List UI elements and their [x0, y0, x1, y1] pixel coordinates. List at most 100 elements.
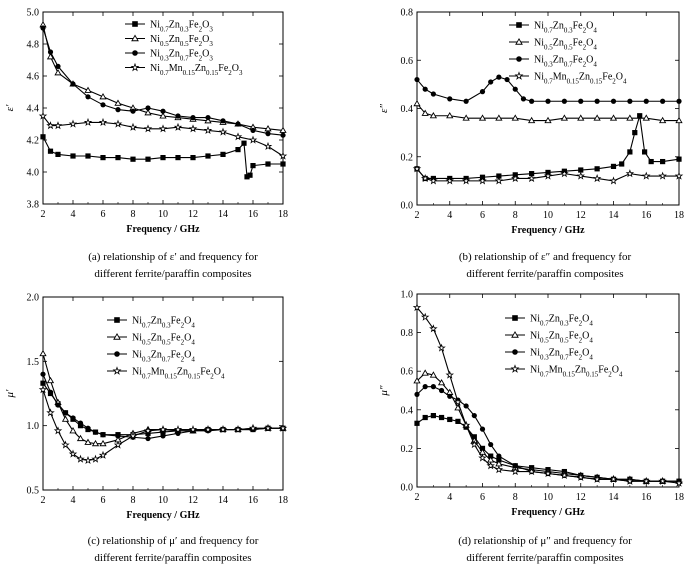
series-triangle	[39, 21, 287, 133]
series-line	[416, 115, 680, 180]
legend-entry: Ni0.5Zn0.5Fe2O3	[150, 34, 213, 48]
legend-marker	[130, 62, 140, 72]
data-point	[203, 425, 213, 434]
x-tick-label: 2	[415, 210, 420, 221]
data-point	[511, 467, 520, 476]
data-point	[188, 124, 198, 133]
data-point	[658, 116, 667, 124]
data-point	[543, 469, 553, 478]
x-tick-label: 2	[41, 209, 46, 220]
data-point	[55, 63, 61, 69]
data-point	[453, 397, 463, 406]
data-point	[496, 173, 502, 179]
data-point	[594, 98, 600, 104]
x-tick-label: 10	[543, 210, 553, 221]
data-point	[594, 166, 600, 172]
chart-panel-b: 2 4 6 8 10 12 14 16 18 0.0 0.2 0.4 0.6 0.8 Frequency /…	[378, 8, 684, 237]
x-tick-label: 12	[576, 492, 586, 503]
data-point	[648, 158, 654, 165]
caption-d-line-1: (d) relationship of μ″ and frequency for	[458, 535, 632, 547]
data-point	[447, 393, 453, 399]
data-point	[479, 445, 486, 451]
data-point	[463, 403, 469, 409]
series-line	[416, 372, 679, 482]
legend-marker	[512, 315, 518, 321]
data-point	[53, 426, 63, 435]
data-point	[69, 427, 77, 434]
data-point	[91, 454, 100, 463]
data-point	[278, 423, 288, 432]
data-point	[115, 433, 121, 439]
x-tick-label: 8	[513, 492, 518, 503]
data-point	[674, 478, 684, 487]
x-tick-label: 14	[218, 495, 228, 506]
data-point	[280, 132, 286, 138]
data-point	[658, 171, 667, 180]
data-point	[145, 435, 151, 442]
data-point	[429, 371, 438, 378]
data-point	[84, 438, 92, 445]
data-point	[265, 131, 271, 137]
data-point	[430, 412, 436, 419]
y-axis-label: μ″	[378, 385, 390, 397]
y-tick-label: 0.2	[401, 152, 414, 163]
x-tick-label: 4	[71, 209, 76, 220]
legend-marker	[132, 50, 138, 56]
data-point	[100, 102, 106, 108]
x-axis-label: Frequency / GHz	[511, 225, 585, 236]
chart-panel-d: 2 4 6 8 10 12 14 16 18 0.0 0.2 0.4 0.6 0.8 1.0 Frequenc…	[378, 290, 684, 519]
y-tick-label: 4.2	[27, 136, 40, 147]
data-point	[446, 111, 454, 119]
data-point	[429, 324, 438, 333]
data-point	[130, 156, 136, 162]
data-point	[461, 420, 471, 429]
data-point	[486, 461, 495, 470]
data-point	[62, 410, 69, 416]
legend: Ni0.7Zn0.3Fe2O3Ni0.5Zn0.5Fe2O3Ni0.3Zn0.7…	[125, 20, 243, 77]
data-point	[175, 113, 181, 119]
y-tick-label: 3.8	[27, 200, 40, 211]
y-tick-label: 0.2	[401, 444, 414, 455]
series-star	[38, 111, 288, 160]
series-star	[412, 303, 684, 487]
data-point	[543, 171, 553, 180]
data-point	[494, 465, 504, 474]
series-line	[416, 168, 679, 182]
data-point	[98, 450, 108, 459]
data-point	[40, 371, 46, 377]
data-point	[627, 149, 633, 155]
x-tick-label: 18	[278, 495, 288, 506]
data-point	[642, 114, 650, 121]
data-point	[478, 114, 487, 121]
data-point	[642, 171, 651, 180]
data-point	[40, 380, 46, 386]
data-point	[627, 98, 633, 104]
data-point	[625, 476, 635, 485]
legend: Ni0.7Zn0.3Fe2O4 Ni0.5Zn0.5Fe2O4 Ni0.3Zn0.7…	[505, 314, 623, 379]
series-triangle	[39, 349, 287, 447]
data-point	[144, 109, 152, 116]
data-point	[278, 151, 288, 160]
legend-marker	[515, 38, 523, 45]
x-tick-label: 2	[41, 495, 46, 506]
data-point	[420, 173, 430, 183]
data-point	[577, 114, 585, 121]
y-tick-label: 4.6	[27, 72, 40, 83]
data-point	[113, 119, 123, 128]
data-point	[609, 474, 618, 483]
legend-marker	[510, 364, 520, 373]
data-point	[46, 121, 55, 130]
data-point	[430, 91, 436, 97]
data-point	[470, 440, 479, 449]
x-tick-label: 18	[674, 492, 684, 503]
data-point	[61, 440, 70, 449]
y-tick-label: 0.4	[401, 405, 414, 416]
data-point	[560, 169, 569, 178]
x-tick-label: 10	[158, 495, 168, 506]
legend: Ni0.7Zn0.3Fe2O4 Ni0.5Zn0.5Fe2O4 Ni0.3Zn0.7…	[107, 316, 225, 381]
data-point	[529, 171, 535, 177]
data-point	[637, 113, 643, 119]
data-point	[412, 164, 422, 173]
data-point	[70, 415, 76, 421]
y-tick-label: 0.8	[401, 8, 414, 19]
